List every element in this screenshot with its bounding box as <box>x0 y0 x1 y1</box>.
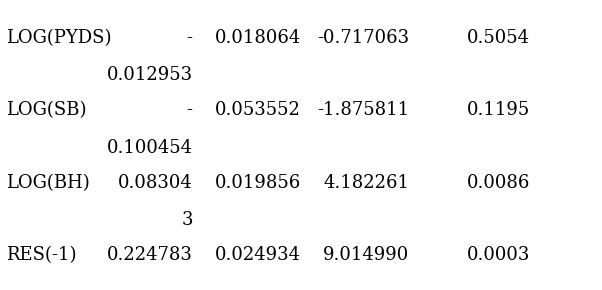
Text: -1.875811: -1.875811 <box>317 101 409 119</box>
Text: LOG(BH): LOG(BH) <box>6 174 90 192</box>
Text: 0.019856: 0.019856 <box>215 174 301 192</box>
Text: LOG(PYDS): LOG(PYDS) <box>6 29 111 47</box>
Text: 4.182261: 4.182261 <box>323 174 409 192</box>
Text: 0.024934: 0.024934 <box>215 246 301 264</box>
Text: 0.08304: 0.08304 <box>118 174 193 192</box>
Text: 0.224783: 0.224783 <box>107 246 193 264</box>
Text: 0.053552: 0.053552 <box>215 101 301 119</box>
Text: 9.014990: 9.014990 <box>323 246 409 264</box>
Text: 0.0086: 0.0086 <box>467 174 530 192</box>
Text: 0.1195: 0.1195 <box>467 101 530 119</box>
Text: -: - <box>187 29 193 47</box>
Text: 0.0003: 0.0003 <box>467 246 530 264</box>
Text: LOG(SB): LOG(SB) <box>6 101 87 119</box>
Text: -: - <box>187 101 193 119</box>
Text: -0.717063: -0.717063 <box>317 29 409 47</box>
Text: 0.5054: 0.5054 <box>467 29 530 47</box>
Text: 0.012953: 0.012953 <box>107 66 193 84</box>
Text: 0.100454: 0.100454 <box>107 139 193 157</box>
Text: 3: 3 <box>181 211 193 229</box>
Text: 0.018064: 0.018064 <box>215 29 301 47</box>
Text: RES(-1): RES(-1) <box>6 246 76 264</box>
